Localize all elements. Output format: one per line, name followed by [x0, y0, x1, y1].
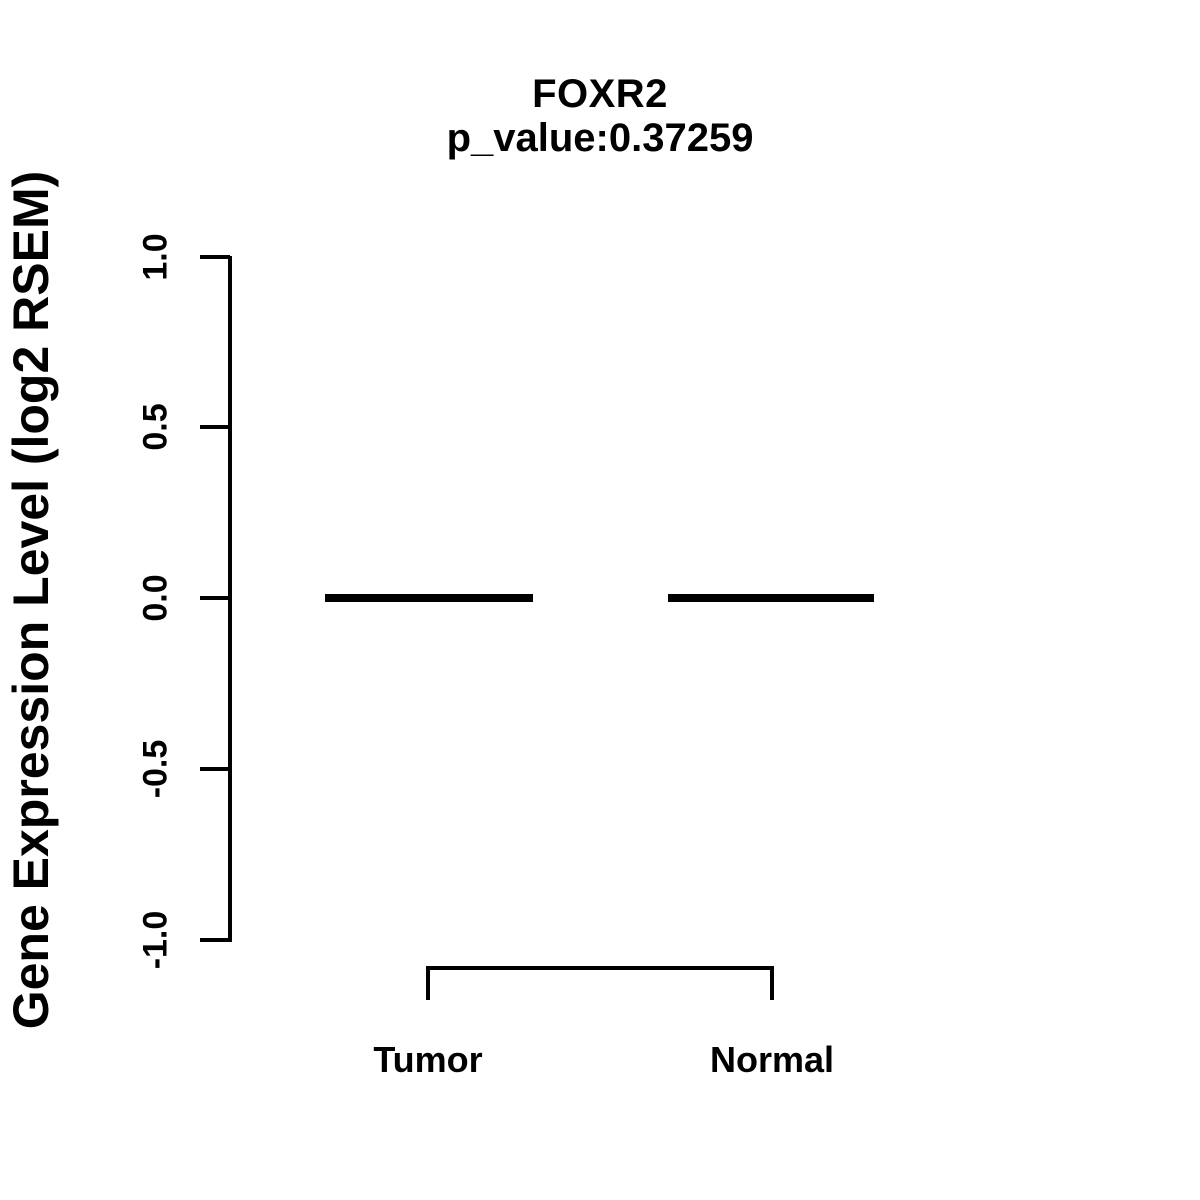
- y-axis-line: [228, 256, 232, 942]
- y-axis-label: Gene Expression Level (log2 RSEM): [3, 170, 59, 1030]
- y-axis-tick-0.5: [200, 425, 230, 429]
- chart-subtitle-pvalue: p_value:0.37259: [446, 116, 754, 160]
- y-axis-tick-neg1.0: [200, 938, 230, 942]
- comparison-bracket-left-leg: [426, 966, 430, 1000]
- y-tick-label-neg1.0: -1.0: [136, 910, 175, 970]
- y-tick-label-0.0: 0.0: [136, 574, 175, 622]
- chart-title: FOXR2: [532, 72, 668, 116]
- y-tick-label-0.5: 0.5: [136, 403, 175, 451]
- y-tick-label-neg0.5: -0.5: [136, 739, 175, 799]
- normal-median-line: [668, 594, 874, 602]
- y-axis-tick-0.0: [200, 596, 230, 600]
- y-axis-tick-1.0: [200, 255, 230, 259]
- x-category-label-tumor: Tumor: [373, 1039, 483, 1080]
- x-category-label-normal: Normal: [709, 1039, 835, 1080]
- y-tick-label-1.0: 1.0: [136, 233, 175, 281]
- tumor-median-line: [325, 594, 533, 602]
- comparison-bracket-right-leg: [770, 966, 774, 1000]
- comparison-bracket: [426, 966, 774, 970]
- y-axis-tick-neg0.5: [200, 767, 230, 771]
